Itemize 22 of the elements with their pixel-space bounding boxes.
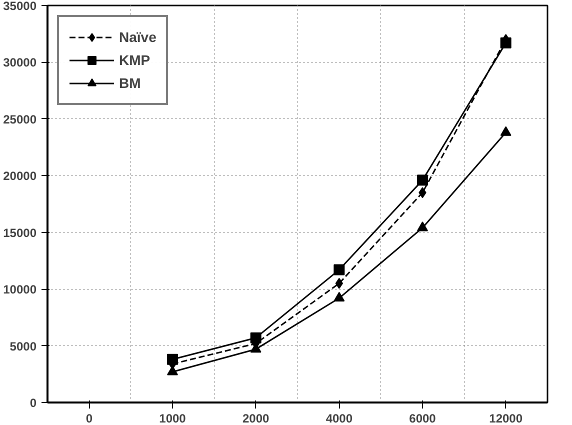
y-tick-label: 35000 bbox=[3, 0, 37, 13]
point bbox=[417, 222, 428, 232]
y-tick-label: 15000 bbox=[3, 226, 37, 240]
y-tick-label: 25000 bbox=[3, 112, 37, 126]
y-tick-label: 0 bbox=[30, 396, 37, 410]
y-tick-label: 20000 bbox=[3, 169, 37, 184]
y-tick-label: 30000 bbox=[3, 56, 37, 70]
y-tick-label: 10000 bbox=[3, 282, 37, 297]
point bbox=[334, 264, 345, 276]
x-tick-label: 12000 bbox=[489, 412, 523, 425]
point bbox=[417, 174, 428, 186]
point bbox=[500, 126, 512, 136]
x-tick-label: 0 bbox=[86, 412, 93, 425]
legend-label: BM bbox=[119, 75, 141, 91]
x-tick-label: 1000 bbox=[159, 412, 186, 425]
x-tick-label: 6000 bbox=[409, 412, 436, 425]
x-tick-label: 2000 bbox=[242, 412, 270, 425]
legend-label: KMP bbox=[119, 52, 150, 68]
point bbox=[334, 292, 345, 302]
legend-label: Naïve bbox=[119, 29, 156, 45]
x-tick-label: 4000 bbox=[326, 412, 353, 425]
y-tick-label: 5000 bbox=[10, 339, 37, 354]
